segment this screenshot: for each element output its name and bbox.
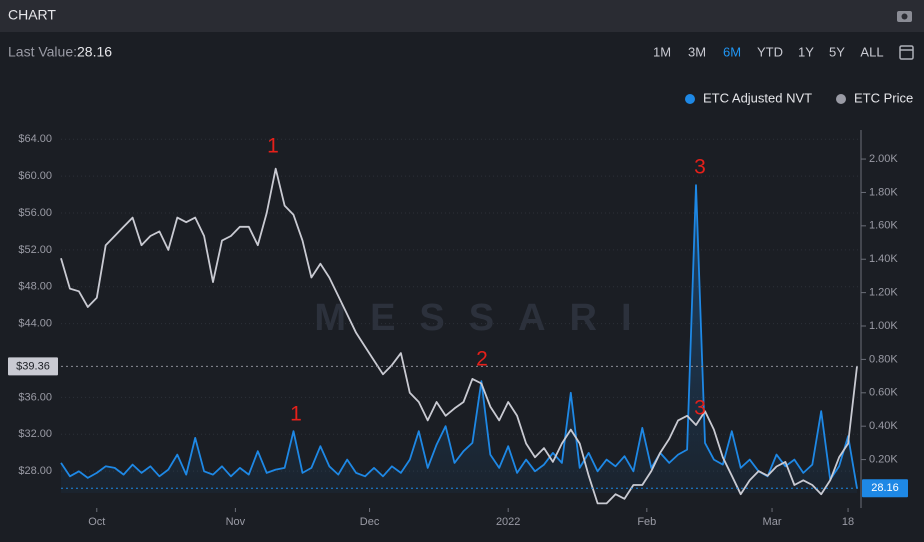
range-button[interactable]: 1Y	[798, 44, 814, 59]
y2-tick-label: 0.60K	[869, 387, 898, 399]
price-tag-box	[8, 357, 58, 376]
x-tick-label: Feb	[637, 516, 656, 528]
camera-lens[interactable]	[901, 13, 908, 20]
y2-tick-label: 1.20K	[869, 287, 898, 299]
legend-label: ETC Price	[854, 90, 913, 105]
x-tick-label: Dec	[360, 516, 380, 528]
area	[61, 185, 857, 493]
y-tick-label: $60.00	[18, 170, 52, 182]
annotation: 1	[290, 403, 302, 426]
last-value-label: Last Value:	[8, 44, 77, 60]
y2-tick-label: 1.60K	[869, 220, 898, 232]
y-tick-label: $28.00	[18, 465, 52, 477]
x-tick-label: 2022	[496, 516, 520, 528]
annotation: 2	[476, 348, 488, 371]
y-tick-label: $32.00	[18, 428, 52, 440]
y2-tick-label: 1.80K	[869, 186, 898, 198]
y-tick-label: $56.00	[18, 207, 52, 219]
price-tag: $39.36	[16, 360, 50, 372]
y2-tick-label: 2.00K	[869, 153, 898, 165]
y-tick-label: $52.00	[18, 244, 52, 256]
annotation: 1	[267, 135, 279, 158]
legend-swatch	[685, 94, 695, 104]
y-tick-label: $64.00	[18, 133, 52, 145]
range-button[interactable]: 1M	[653, 44, 671, 59]
header-bar	[0, 0, 924, 32]
header-title: CHART	[8, 7, 56, 23]
y-tick-label: $48.00	[18, 281, 52, 293]
range-button[interactable]: 5Y	[829, 44, 845, 59]
range-button[interactable]: 3M	[688, 44, 706, 59]
x-tick-label: Mar	[763, 516, 782, 528]
y2-tick-label: 0.80K	[869, 353, 898, 365]
annotation: 3	[694, 156, 706, 179]
annotation: 3	[694, 397, 706, 420]
y2-tick-label: 1.40K	[869, 253, 898, 265]
range-button[interactable]: ALL	[860, 44, 883, 59]
range-button[interactable]: YTD	[757, 44, 783, 59]
camera-icon[interactable]	[897, 11, 912, 22]
y2-tick-label: 0.40K	[869, 420, 898, 432]
y2-tick-label: 0.20K	[869, 453, 898, 465]
y-tick-label: $44.00	[18, 318, 52, 330]
x-tick-label: Nov	[226, 516, 246, 528]
legend-swatch	[836, 94, 846, 104]
series-line	[60, 167, 858, 505]
range-button[interactable]: 6M	[723, 44, 741, 59]
y-tick-label: $36.00	[18, 391, 52, 403]
x-tick-label: 18	[842, 516, 854, 528]
watermark: MESSARI	[314, 297, 655, 339]
calendar-frame[interactable]	[899, 45, 914, 60]
x-tick-label: Oct	[88, 516, 105, 528]
nvt-tag-box	[862, 479, 908, 498]
nvt-tag: 28.16	[871, 482, 899, 494]
calendar-icon[interactable]	[899, 45, 914, 60]
legend-label: ETC Adjusted NVT	[703, 90, 812, 105]
y2-tick-label: 1.00K	[869, 320, 898, 332]
last-value: 28.16	[77, 44, 112, 60]
